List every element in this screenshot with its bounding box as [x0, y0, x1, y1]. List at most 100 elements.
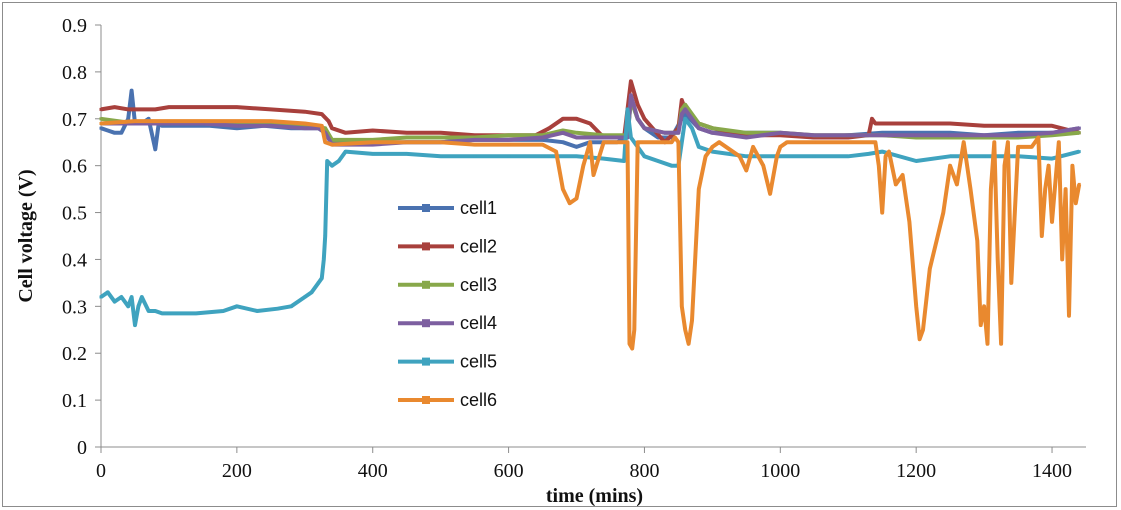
data-point — [884, 154, 888, 158]
y-tick-label: 0.1 — [62, 390, 87, 412]
data-point — [167, 105, 171, 109]
data-point — [880, 211, 884, 215]
data-point — [235, 304, 239, 308]
data-point — [704, 154, 708, 158]
data-point — [812, 136, 816, 139]
data-point — [323, 140, 327, 144]
legend-marker — [422, 357, 430, 366]
data-point — [999, 342, 1003, 346]
data-point — [113, 105, 117, 109]
data-point — [982, 133, 986, 137]
x-tick-label: 600 — [494, 460, 524, 482]
data-point — [880, 131, 884, 135]
y-axis-label: Cell voltage (V) — [15, 169, 37, 302]
data-point — [1016, 124, 1020, 128]
data-point — [626, 140, 629, 144]
data-point — [870, 117, 874, 121]
data-point — [622, 159, 626, 163]
data-point — [680, 304, 684, 308]
series-line-cell2 — [100, 79, 1080, 145]
data-point — [761, 164, 765, 168]
data-point — [887, 150, 891, 154]
data-point — [316, 281, 320, 285]
data-point — [602, 140, 606, 144]
legend-item-cell4: cell4 — [394, 308, 524, 339]
data-point — [683, 117, 687, 121]
data-point — [1077, 131, 1081, 135]
data-point — [337, 159, 341, 163]
data-point — [113, 300, 117, 304]
data-point — [541, 136, 545, 139]
data-point — [1006, 140, 1010, 144]
x-axis-label: time (mins) — [546, 485, 643, 507]
data-point — [554, 150, 558, 154]
data-point — [690, 318, 694, 322]
data-point — [670, 140, 674, 144]
data-point — [948, 154, 952, 158]
data-point — [710, 131, 714, 135]
legend-marker — [422, 319, 430, 328]
data-point — [697, 187, 701, 191]
data-point — [636, 103, 640, 107]
data-point — [330, 143, 334, 147]
data-point — [632, 328, 636, 332]
data-point — [982, 136, 986, 139]
data-point — [986, 342, 989, 346]
data-point — [914, 159, 918, 163]
data-point — [1016, 131, 1020, 135]
x-tick-label: 1000 — [760, 460, 800, 482]
data-point — [575, 117, 578, 121]
data-point — [778, 145, 782, 149]
data-point — [907, 220, 911, 224]
data-point — [615, 140, 619, 144]
data-point — [626, 107, 629, 111]
data-point — [322, 257, 326, 261]
data-point — [989, 187, 993, 191]
data-point — [405, 136, 409, 139]
data-point — [969, 187, 972, 191]
data-point — [812, 140, 816, 144]
data-point — [1050, 124, 1054, 128]
data-point — [575, 197, 578, 200]
data-point — [160, 311, 164, 315]
data-point — [323, 234, 327, 238]
data-point — [982, 304, 986, 308]
data-point — [269, 124, 273, 128]
legend-marker — [422, 280, 430, 289]
data-point — [914, 131, 918, 135]
data-point — [147, 117, 151, 121]
x-tick-label: 1200 — [896, 460, 936, 482]
data-point — [877, 164, 881, 168]
data-point — [982, 154, 986, 158]
y-tick-label: 0.9 — [62, 15, 87, 37]
data-point — [710, 145, 714, 149]
data-point — [676, 131, 680, 135]
data-point — [602, 157, 606, 161]
data-point — [690, 126, 694, 130]
data-point — [130, 295, 134, 299]
data-point — [914, 133, 918, 137]
data-point — [1016, 133, 1020, 137]
data-point — [289, 304, 293, 308]
data-point — [1067, 314, 1071, 318]
data-point — [602, 136, 606, 139]
data-point — [235, 119, 239, 123]
data-point — [303, 122, 307, 125]
data-point — [710, 126, 714, 130]
data-point — [547, 126, 551, 130]
legend-marker — [422, 242, 430, 251]
data-point — [867, 152, 871, 156]
data-point — [1050, 220, 1054, 224]
data-point — [642, 154, 646, 158]
data-point — [541, 154, 545, 158]
data-point — [629, 136, 633, 139]
data-point — [1070, 164, 1074, 168]
data-point — [948, 122, 952, 125]
data-point — [561, 187, 565, 191]
data-point — [221, 309, 225, 313]
data-point — [778, 133, 782, 137]
data-point — [673, 136, 677, 139]
data-point — [507, 154, 511, 158]
y-tick-label: 0.5 — [62, 203, 87, 225]
series-line-cell6 — [100, 119, 1082, 351]
